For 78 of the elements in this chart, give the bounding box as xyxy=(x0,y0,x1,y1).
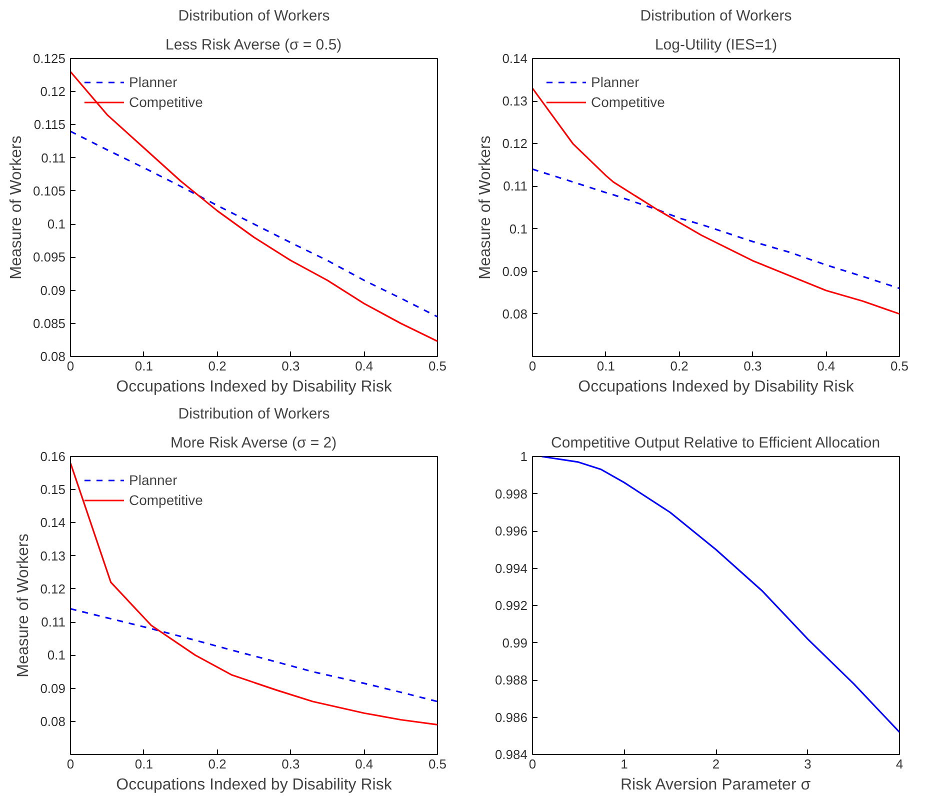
chart-title: Distribution of Workers xyxy=(178,406,330,422)
x-tick-label: 0.4 xyxy=(817,358,836,374)
y-tick-label: 0.1 xyxy=(47,648,66,663)
y-tick-label: 0.08 xyxy=(40,714,66,729)
y-tick-label: 0.1 xyxy=(509,221,528,236)
x-tick-label: 0.4 xyxy=(355,756,374,772)
legend-label: Competitive xyxy=(129,94,203,110)
y-tick-label: 0.16 xyxy=(40,449,66,464)
y-tick-label: 0.992 xyxy=(494,598,528,613)
y-tick-label: 0.095 xyxy=(32,250,66,265)
y-tick-label: 0.13 xyxy=(502,94,528,109)
y-tick-label: 0.984 xyxy=(494,747,528,762)
x-tick-label: 0.3 xyxy=(744,358,762,374)
y-tick-label: 0.09 xyxy=(40,282,66,298)
x-tick-label: 0.1 xyxy=(596,358,615,374)
x-tick-label: 4 xyxy=(896,756,904,772)
chart-subtitle: Log-Utility (IES=1) xyxy=(654,36,778,54)
x-tick-label: 0 xyxy=(528,358,536,374)
y-tick-label: 0.986 xyxy=(494,710,528,725)
y-tick-label: 0.105 xyxy=(32,183,66,198)
y-tick-label: 0.12 xyxy=(502,136,528,152)
y-tick-label: 0.14 xyxy=(502,51,528,66)
y-tick-label: 0.125 xyxy=(32,51,66,66)
y-tick-label: 0.1 xyxy=(47,216,66,232)
x-tick-label: 1 xyxy=(620,756,628,772)
y-tick-label: 0.14 xyxy=(40,515,66,530)
legend-label: Planner xyxy=(591,74,640,90)
chart-subtitle: Less Risk Averse (σ = 0.5) xyxy=(166,36,342,54)
y-axis-title: Measure of Workers xyxy=(15,534,32,678)
y-tick-label: 0.996 xyxy=(494,524,528,538)
y-tick-label: 0.08 xyxy=(502,306,528,322)
y-tick-label: 0.12 xyxy=(40,581,66,596)
y-tick-label: 0.12 xyxy=(40,84,66,100)
x-tick-label: 0.5 xyxy=(428,358,447,374)
x-tick-label: 0.3 xyxy=(282,358,300,374)
x-tick-label: 0 xyxy=(66,756,74,772)
legend-label: Planner xyxy=(129,74,178,90)
x-tick-label: 0.5 xyxy=(890,358,909,374)
chart-title: Competitive Output Relative to Efficient Allocation xyxy=(551,434,880,452)
chart-title: Distribution of Workers xyxy=(178,8,330,24)
y-axis-title: Measure of Workers xyxy=(8,136,25,280)
x-tick-label: 0.1 xyxy=(134,756,153,772)
y-tick-label: 0.988 xyxy=(494,672,528,688)
x-tick-label: 0.2 xyxy=(208,756,226,772)
y-tick-label: 0.99 xyxy=(502,635,528,650)
x-axis-title: Occupations Indexed by Disability Risk xyxy=(578,378,855,396)
x-tick-label: 0 xyxy=(528,756,536,772)
y-tick-label: 0.15 xyxy=(40,482,66,498)
x-axis-title: Occupations Indexed by Disability Risk xyxy=(116,776,393,794)
legend-label: Competitive xyxy=(129,492,203,508)
x-tick-label: 0.1 xyxy=(134,358,153,374)
x-axis-title: Occupations Indexed by Disability Risk xyxy=(116,378,393,396)
y-tick-label: 0.085 xyxy=(32,316,66,331)
y-tick-label: 0.08 xyxy=(40,349,66,364)
legend-label: Planner xyxy=(129,472,178,488)
x-tick-label: 3 xyxy=(804,756,812,772)
x-tick-label: 0.2 xyxy=(208,358,226,374)
y-tick-label: 0.115 xyxy=(34,117,66,132)
chart-subtitle: More Risk Averse (σ = 2) xyxy=(170,434,337,452)
y-tick-label: 0.994 xyxy=(494,560,528,576)
y-tick-label: 0.09 xyxy=(502,264,528,279)
y-tick-label: 1 xyxy=(520,449,528,464)
chart-title: Distribution of Workers xyxy=(640,8,792,24)
y-tick-label: 0.09 xyxy=(40,680,66,696)
x-tick-label: 0 xyxy=(66,358,74,374)
y-tick-label: 0.13 xyxy=(40,548,66,564)
legend-label: Competitive xyxy=(591,94,665,110)
x-tick-label: 0.3 xyxy=(282,756,300,772)
y-tick-label: 0.11 xyxy=(41,614,66,630)
y-tick-label: 0.11 xyxy=(503,178,528,194)
x-tick-label: 0.5 xyxy=(428,756,447,772)
y-tick-label: 0.11 xyxy=(41,150,66,166)
y-axis-title: Measure of Workers xyxy=(477,136,494,280)
x-axis-title: Risk Aversion Parameter σ xyxy=(620,776,811,794)
y-tick-label: 0.998 xyxy=(494,486,528,502)
x-tick-label: 0.4 xyxy=(355,358,374,374)
x-tick-label: 0.2 xyxy=(670,358,688,374)
x-tick-label: 2 xyxy=(712,756,720,772)
